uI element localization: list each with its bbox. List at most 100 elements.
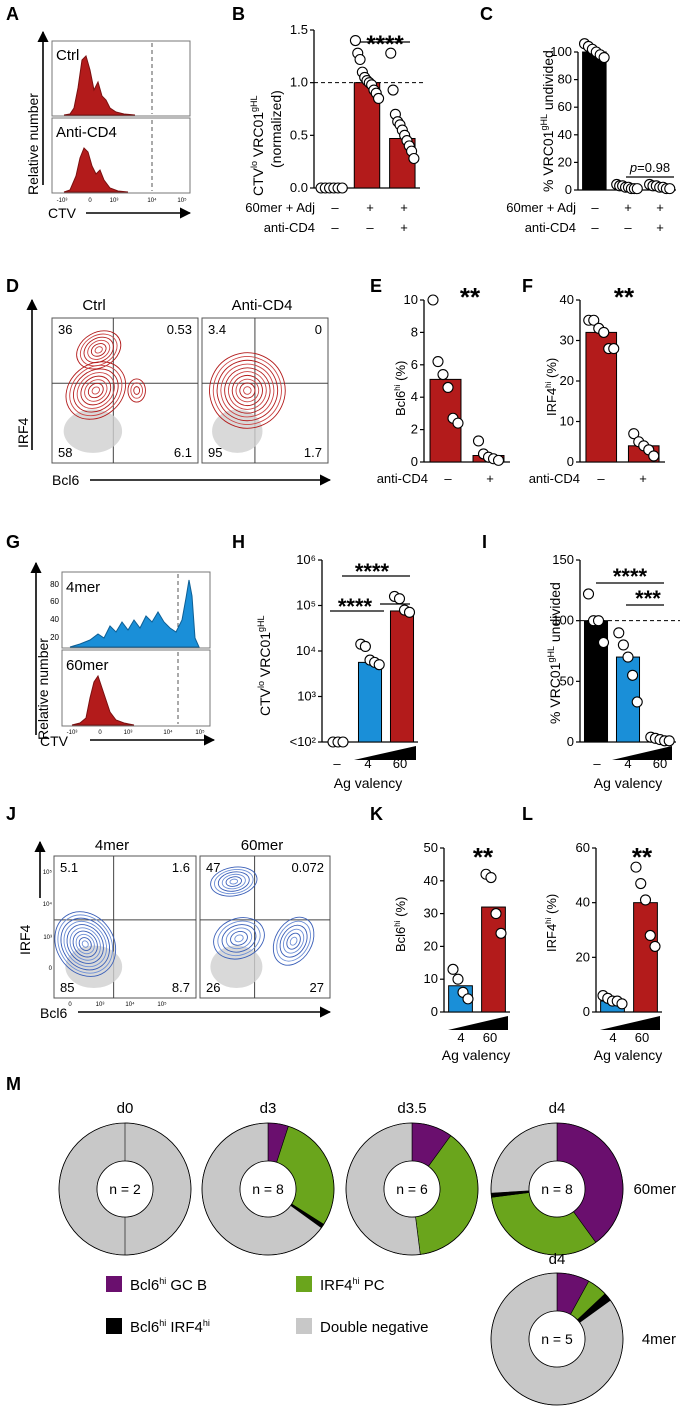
legend-swatch-dn — [296, 1318, 312, 1334]
panel-b-row-label-1: 60mer + Adj — [245, 200, 315, 215]
panel-j-quadrant-ur: 0.072 — [291, 860, 324, 875]
panel-j-quadrant-ll: 26 — [206, 980, 220, 995]
panel-j-contour-line — [234, 934, 244, 943]
panel-d-contour-line — [80, 375, 112, 406]
panel-b-point — [408, 152, 420, 165]
panel-d-contour-line — [239, 382, 256, 399]
panel-d-quadrant-lr: 1.7 — [304, 445, 322, 460]
panel-k-point — [462, 993, 474, 1005]
panel-i-category: – — [593, 756, 601, 771]
panel-k-bar — [481, 906, 506, 1013]
panel-j-contour-line — [221, 924, 257, 953]
panel-d-quadrant-ul: 3.4 — [208, 322, 226, 337]
panel-j-quadrant-lr: 27 — [310, 980, 324, 995]
panel-j-xtick: 0 — [68, 1002, 72, 1008]
panel-k-point — [485, 871, 497, 884]
panel-h-ytick-label: 10⁴ — [296, 643, 316, 658]
panel-b-row2-value: + — [400, 220, 408, 235]
panel-j-contour-line — [210, 866, 258, 897]
panel-f-point — [598, 326, 610, 338]
panel-e-ylabel: Bcl6hi (%) — [393, 361, 408, 416]
panel-i-point — [663, 735, 675, 747]
panel-a-tick: 10⁴ — [147, 197, 157, 204]
panel-g-4mer-histogram — [69, 579, 200, 648]
panel-m-group-60mer: 60mer — [633, 1181, 676, 1198]
panel-g-tick: 10³ — [124, 730, 133, 736]
panel-l-significance: ** — [632, 842, 653, 872]
panel-h-ytick-label: 10⁶ — [296, 552, 316, 567]
panel-c-point — [631, 183, 643, 195]
panel-j-contour-line — [213, 917, 265, 960]
panel-f-ytick-label: 20 — [560, 373, 574, 388]
panel-g-ytick: 40 — [50, 615, 59, 624]
panel-d-contour-line — [133, 386, 141, 395]
panel-e-point — [492, 454, 505, 466]
panel-h-ytick-label: <10² — [290, 734, 317, 749]
panel-d-quadrant-ll: 95 — [208, 445, 222, 460]
panel-c-row1-value: + — [624, 200, 632, 215]
panel-d-contour-line — [94, 346, 103, 354]
panel-label-b: B — [232, 4, 245, 24]
panel-i-point — [631, 696, 643, 708]
panel-g-ylabel: Relative number — [35, 638, 51, 740]
panel-b-ytick-label: 1.0 — [290, 75, 308, 90]
panel-b-row2-value: – — [331, 220, 339, 235]
panel-j-contour-line — [217, 871, 250, 892]
panel-k-ylabel: Bcl6hi (%) — [393, 897, 408, 952]
panel-label-d: D — [6, 276, 19, 296]
panel-j-contour-line — [230, 931, 248, 946]
panel-f-bar — [585, 331, 618, 463]
panel-i-point — [613, 627, 625, 639]
panel-j-background-cells — [210, 945, 263, 989]
panel-l-point — [635, 877, 647, 890]
panel-k-chart: Bcl6hi (%) 0 10 20 30 40 50 ** 4 60 Ag valenc… — [393, 840, 510, 1063]
panel-d-contours: Ctrl Anti-CD4 IRF4 Bcl6 36 0.53 58 6.1 3.4 0 9… — [15, 297, 332, 488]
panel-i-ytick-label: 50 — [560, 673, 574, 688]
panel-j-xtick: 10³ — [96, 1002, 105, 1008]
panel-d-contour-line — [69, 364, 123, 417]
panel-m-n: n = 2 — [109, 1181, 141, 1197]
panel-b-point — [385, 47, 397, 59]
panel-i-significance-2: *** — [635, 586, 661, 611]
panel-j-contour-line — [229, 878, 239, 885]
panel-d-contour-line — [212, 356, 282, 425]
panel-d-contour-line — [73, 368, 119, 413]
panel-b-point — [349, 34, 361, 47]
panel-e-point — [437, 368, 449, 381]
panel-e-ytick-label: 4 — [411, 389, 418, 404]
panel-j-contour-line — [289, 936, 298, 946]
donut-hole — [383, 1160, 441, 1218]
panel-l-ylabel: IRF4hi (%) — [544, 894, 559, 952]
panel-j-contour-line — [69, 927, 101, 961]
panel-b-significance: **** — [366, 31, 404, 58]
panel-h-chart: CTVlo VRC01gHL <10² 10³ 10⁴ 10⁵ 10⁶ **** ***… — [256, 552, 418, 791]
panel-a-tick: -10³ — [57, 198, 68, 204]
panel-d-xlabel: Bcl6 — [52, 472, 79, 488]
panel-label-c: C — [480, 4, 493, 24]
donut-hole — [528, 1160, 586, 1218]
panel-c-pvalue: p=0.98 — [629, 160, 670, 175]
panel-h-category: – — [333, 756, 341, 771]
panel-j-xtick: 10⁴ — [125, 1001, 135, 1008]
panel-j-quadrant-ul: 47 — [206, 860, 220, 875]
panel-g-track-4mer: 4mer — [66, 579, 100, 596]
legend-label-pc: IRF4hi PC — [320, 1276, 385, 1294]
panel-j-quadrant-ll: 85 — [60, 980, 74, 995]
panel-c-point — [664, 183, 676, 195]
legend-swatch-pc — [296, 1276, 312, 1292]
donut-outline — [345, 1122, 479, 1256]
panel-c-ytick-label: 20 — [558, 154, 572, 169]
panel-b-ytick-label: 0.0 — [290, 180, 308, 195]
panel-a-xlabel: CTV — [48, 205, 77, 221]
panel-c-point — [598, 51, 610, 64]
panel-k-category: 4 — [457, 1030, 464, 1045]
panel-e-point — [427, 294, 439, 306]
panel-g-ytick: 60 — [50, 597, 59, 606]
panel-k-ytick-label: 0 — [431, 1004, 438, 1019]
panel-c-bar — [582, 51, 607, 191]
panel-i-point — [592, 615, 605, 627]
panel-c-row-label-1: 60mer + Adj — [506, 200, 576, 215]
panel-a-track-ctrl: Ctrl — [56, 47, 79, 64]
panel-d-contour-line — [216, 359, 279, 422]
panel-f-point — [588, 314, 600, 326]
